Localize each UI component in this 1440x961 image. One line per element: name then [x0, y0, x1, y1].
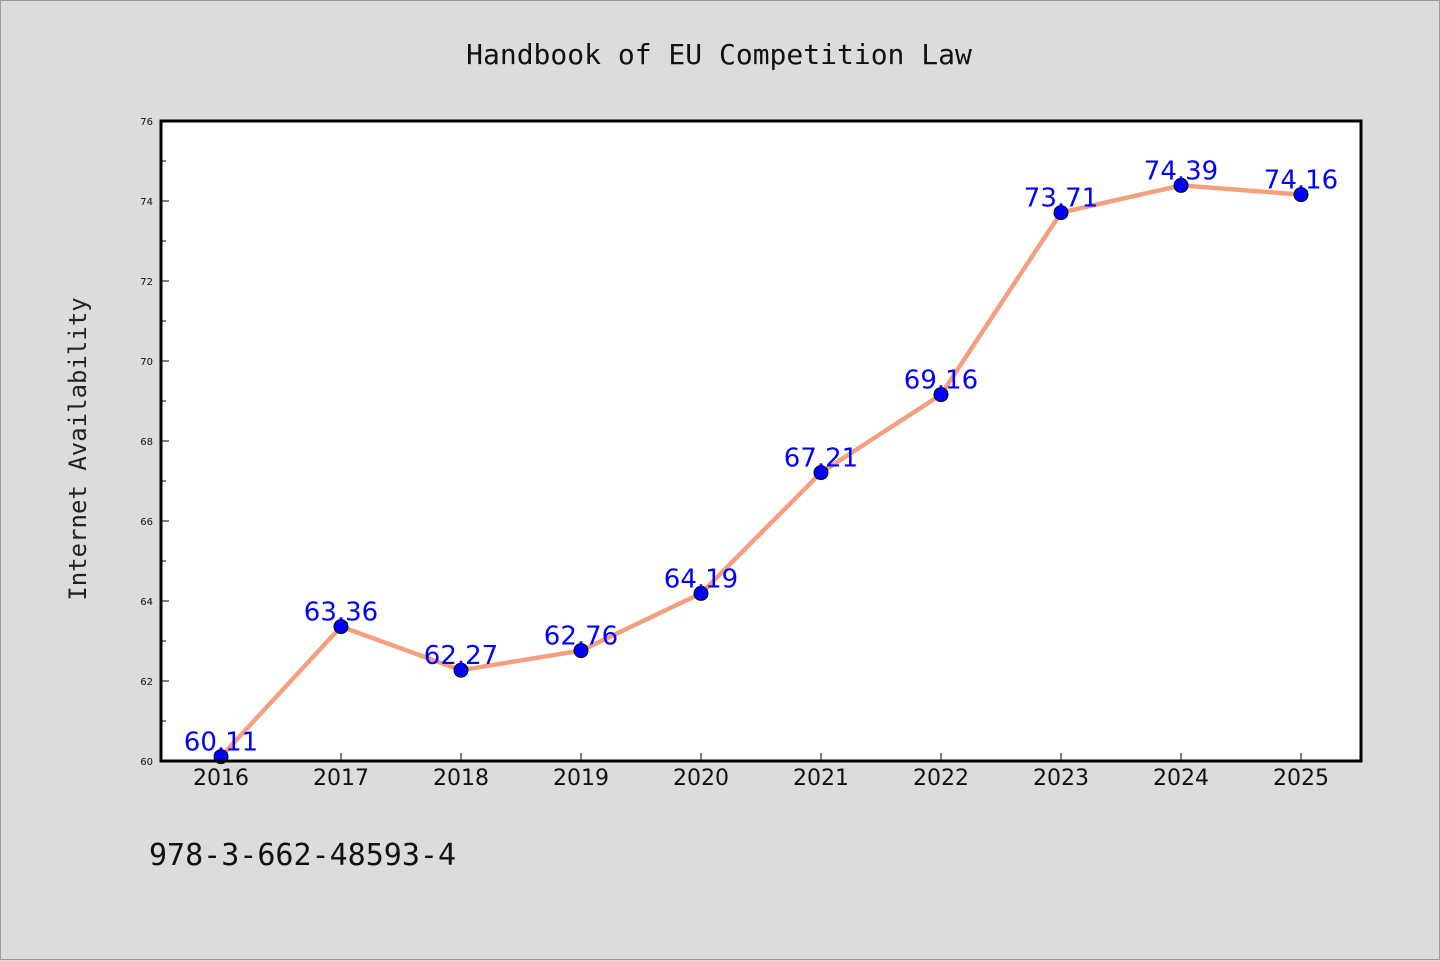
- data-label: 74.16: [1264, 166, 1338, 196]
- y-axis-label: Internet Availability: [64, 297, 92, 600]
- x-tick-label: 2024: [1153, 766, 1209, 791]
- data-label: 67.21: [784, 444, 858, 474]
- data-label: 69.16: [904, 366, 978, 396]
- y-tick-label: 74: [140, 197, 153, 208]
- data-point: [333, 619, 349, 635]
- data-point: [933, 387, 949, 403]
- data-label: 62.76: [544, 622, 618, 652]
- y-tick-label: 72: [140, 277, 153, 288]
- data-label: 64.19: [664, 564, 738, 594]
- data-point: [573, 643, 589, 659]
- y-tick-label: 60: [140, 757, 153, 768]
- y-tick-label: 64: [140, 597, 153, 608]
- isbn-footer: 978-3-662-48593-4: [149, 838, 456, 873]
- data-point: [453, 662, 469, 678]
- data-label: 73.71: [1024, 184, 1098, 214]
- data-point: [693, 585, 709, 601]
- x-tick-label: 2019: [553, 766, 609, 791]
- x-tick-label: 2021: [793, 766, 849, 791]
- x-tick-label: 2018: [433, 766, 489, 791]
- x-tick-label: 2017: [313, 766, 369, 791]
- data-point: [1053, 205, 1069, 221]
- plot-area: [161, 121, 1361, 761]
- data-label: 74.39: [1144, 156, 1218, 186]
- y-tick-label: 66: [140, 517, 153, 528]
- data-point: [1173, 177, 1189, 193]
- y-tick-label: 62: [140, 677, 153, 688]
- chart-title: Handbook of EU Competition Law: [466, 38, 972, 71]
- x-tick-label: 2020: [673, 766, 729, 791]
- x-tick-label: 2023: [1033, 766, 1089, 791]
- data-label: 63.36: [304, 598, 378, 628]
- plot-border: [159, 119, 1363, 763]
- data-markers: [213, 177, 1309, 765]
- x-axis: 2016 2017 2018 2019 2020 2021 2022 2023 2024 2025: [193, 753, 1329, 791]
- y-tick-label: 68: [140, 437, 153, 448]
- y-axis: 60 62 64 66 68 70 72 74 76: [140, 117, 169, 768]
- data-point: [813, 465, 829, 481]
- x-tick-label: 2022: [913, 766, 969, 791]
- y-tick-label: 76: [140, 117, 153, 128]
- data-label: 60.11: [184, 728, 258, 758]
- y-tick-label: 70: [140, 357, 153, 368]
- data-label: 62.27: [424, 641, 498, 671]
- series-line: [218, 183, 1304, 759]
- x-tick-label: 2025: [1273, 766, 1329, 791]
- x-tick-label: 2016: [193, 766, 249, 791]
- data-point: [1293, 187, 1309, 203]
- data-labels: 60.11 63.36 62.27 62.76 64.19 67.21 69.16 73.71…: [184, 156, 1338, 757]
